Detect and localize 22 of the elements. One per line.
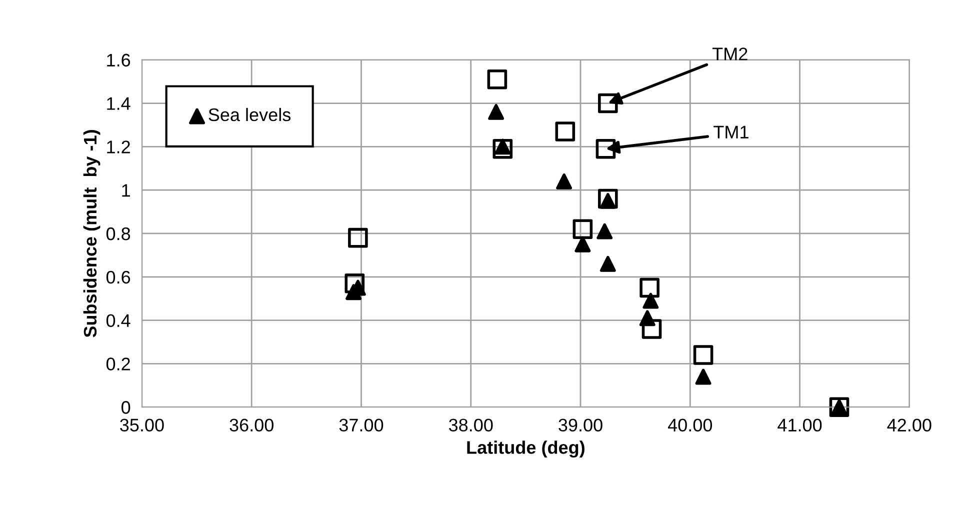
x-tick-label: 39.00	[558, 418, 602, 432]
x-tick-label: 36.00	[230, 418, 274, 432]
y-tick-label: 0.2	[106, 358, 130, 370]
x-tick-label: 37.00	[339, 418, 384, 432]
y-tick-label: 1.6	[107, 54, 130, 67]
legend-label: Sea levels	[208, 108, 291, 122]
x-tick-label: 38.00	[448, 418, 493, 432]
annotation: TM1	[714, 126, 748, 138]
x-tick-label: 35.00	[120, 418, 164, 432]
y-axis-title: Subsidence (mult by -1)	[83, 130, 100, 338]
y-tick-label: 1	[122, 184, 130, 197]
annotation: TM2	[712, 48, 748, 60]
x-tick-label: 40.00	[668, 418, 712, 432]
y-tick-label: 0	[122, 401, 130, 414]
x-axis-title: Latitude (deg)	[467, 440, 584, 458]
x-tick-label: 41.00	[778, 418, 822, 432]
y-tick-label: 0.4	[106, 314, 130, 328]
y-tick-label: 0.6	[106, 270, 130, 284]
y-tick-label: 1.4	[107, 97, 130, 110]
x-tick-label: 42.00	[887, 418, 932, 432]
y-tick-label: 1.2	[107, 140, 130, 154]
y-tick-label: 0.8	[106, 227, 130, 240]
